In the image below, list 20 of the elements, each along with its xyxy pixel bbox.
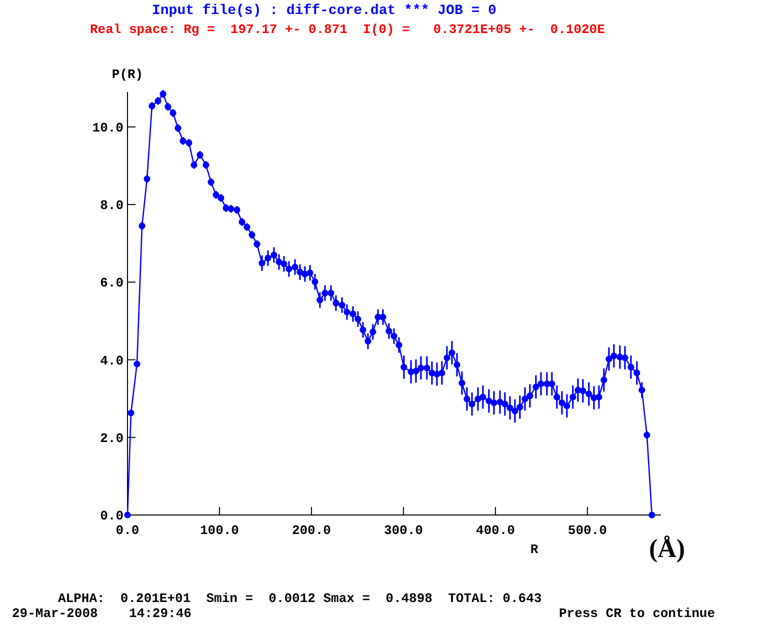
chart-title: Input file(s) : diff-core.dat *** JOB = 0	[152, 3, 496, 19]
y-tick-label: 6.0	[100, 276, 124, 291]
y-tick-label: 4.0	[100, 353, 124, 368]
text: ALPHA: 0.201E+01 Smin = 0.0012 Smax = 0.4898 TOTAL: 0.643	[58, 591, 542, 606]
y-axis-title: P(R)	[112, 67, 144, 82]
x-tick-label: 0.0	[116, 523, 140, 538]
x-tick-label: 300.0	[384, 523, 424, 538]
text: 29-Mar-2008 14:29:46	[12, 606, 192, 621]
text: (Å)	[648, 534, 686, 563]
x-tick-label: 100.0	[200, 523, 240, 538]
x-tick-label: 500.0	[568, 523, 608, 538]
text: Press CR to continue	[558, 606, 716, 621]
chart-subtitle: Real space: Rg = 197.17 +- 0.871 I(0) = 0.3721E+05 +- 0.1020E	[90, 22, 606, 37]
y-tick-label: 10.0	[92, 120, 124, 136]
y-tick-label: 2.0	[100, 430, 124, 446]
x-tick-label: 200.0	[292, 523, 332, 538]
y-tick-label: 0.0	[100, 508, 124, 524]
x-axis-title: R	[530, 542, 538, 557]
y-tick-label: 8.0	[100, 198, 124, 214]
x-tick-label: 400.0	[476, 523, 516, 538]
